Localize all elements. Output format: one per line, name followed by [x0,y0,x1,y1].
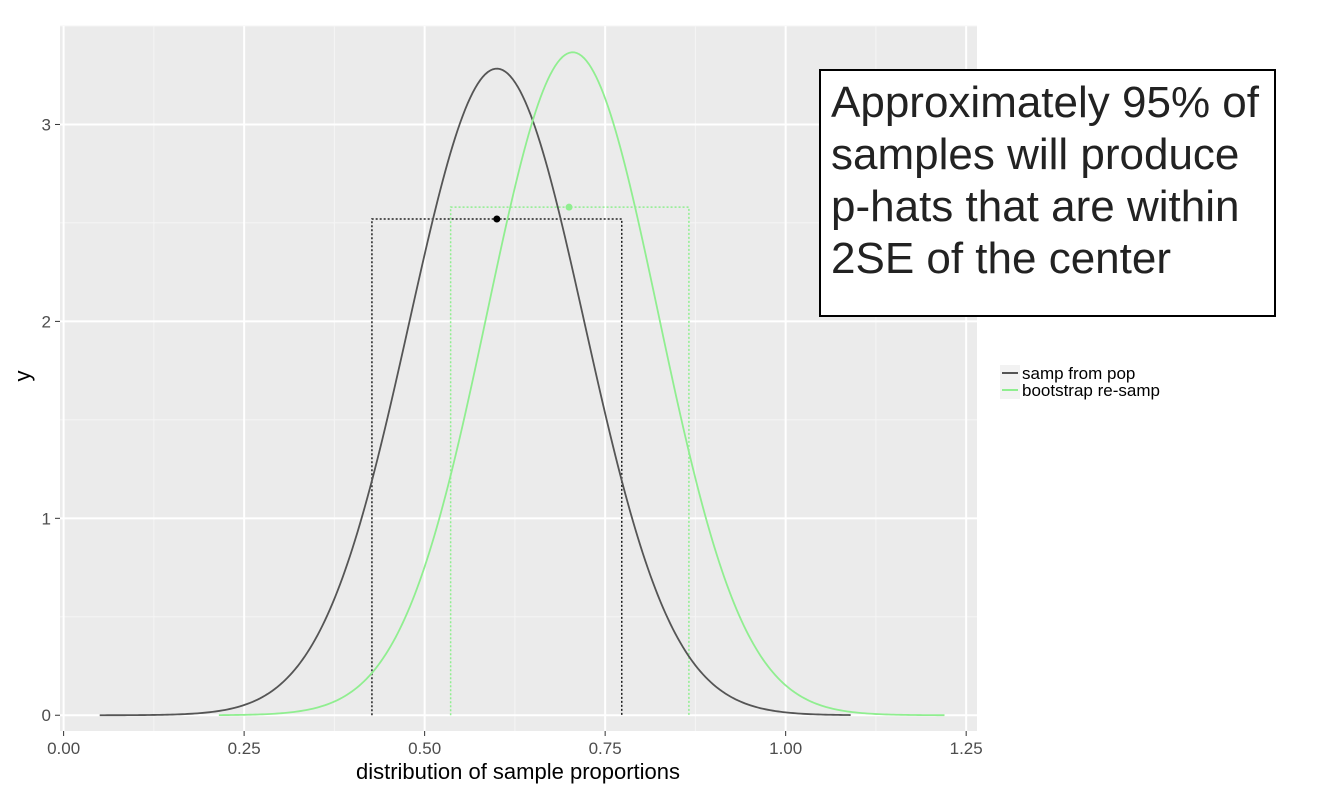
series-line [99,67,851,717]
grid-minor [60,25,977,731]
legend-label: samp from pop [1022,364,1135,383]
x-tick-label: 1.25 [950,739,983,758]
x-axis-title: distribution of sample proportions [356,759,680,784]
y-tick-label: 0 [42,706,51,725]
annotation-line: p-hats that are within [831,182,1240,231]
center-point [565,203,573,211]
series-line [218,51,945,717]
legend-label: bootstrap re-samp [1022,381,1160,400]
annotation-line: 2SE of the center [831,234,1171,283]
x-tick-label: 0.00 [47,739,80,758]
x-tick-label: 0.75 [589,739,622,758]
annotation-line: samples will produce [831,130,1240,179]
curves [99,51,945,717]
x-axis: 0.00 0.25 0.50 0.75 1.00 1.25 [47,731,983,758]
x-tick-label: 0.25 [228,739,261,758]
y-axis-title: y [10,371,35,382]
interval-bracket [449,206,690,716]
center-points [493,203,573,223]
x-tick-label: 0.50 [408,739,441,758]
y-tick-label: 2 [42,312,51,331]
y-tick-label: 1 [42,509,51,528]
y-tick-label: 3 [42,115,51,134]
annotation-line: Approximately 95% of [831,78,1259,127]
annotation-box: Approximately 95% of samples will produc… [819,69,1276,317]
center-point [493,215,501,223]
x-tick-label: 1.00 [769,739,802,758]
y-axis: 0 1 2 3 [42,115,60,725]
